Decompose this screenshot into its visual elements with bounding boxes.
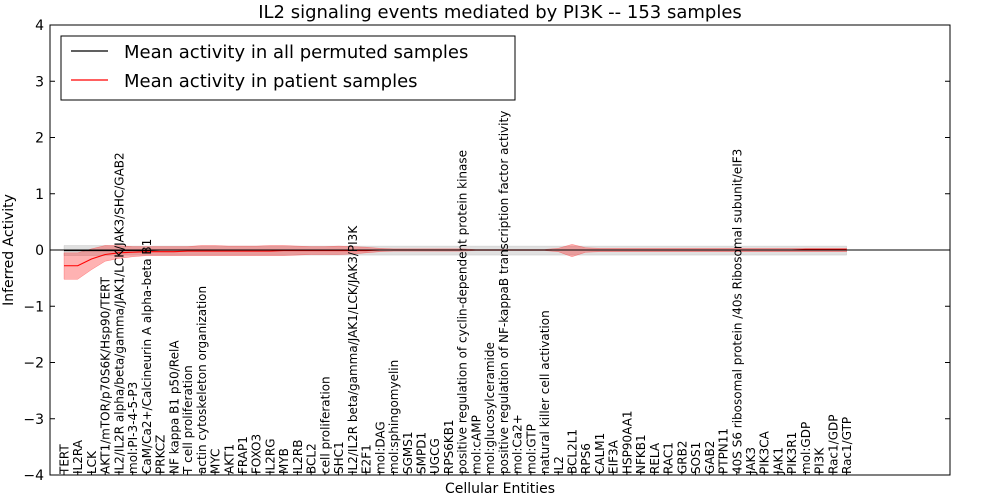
x-tick-label: PI3K	[813, 447, 827, 474]
legend: Mean activity in all permuted samples Me…	[60, 35, 516, 101]
x-tick-label: SOS1	[689, 442, 703, 474]
x-tick-label: Rac1/GDP	[826, 415, 840, 474]
permuted-band	[63, 245, 847, 256]
x-tick-label: AKT1	[222, 444, 236, 474]
x-tick-label: PIK3CA	[758, 430, 772, 474]
legend-label-patient: Mean activity in patient samples	[124, 71, 418, 92]
x-tick-label: natural killer cell activation	[538, 310, 552, 474]
x-tick-label: EIF3A	[607, 439, 621, 474]
x-tick-label: LCK	[85, 450, 99, 474]
x-tick-label: Rac1/GTP	[840, 417, 854, 474]
x-tick-label: IL2RB	[291, 440, 305, 474]
x-tick-label: SMPD1	[414, 432, 428, 474]
y-tick-label: 2	[35, 131, 44, 147]
x-tick-label: GRB2	[675, 440, 689, 474]
x-tick-label: CaM/Ca2+/Calcineurin A alpha-beta B1	[140, 239, 154, 474]
x-tick-label: NF kappa B1 p50/RelA	[167, 340, 181, 474]
x-tick-label: mol:GDP	[799, 422, 813, 474]
x-tick-label: mol:cAMP	[469, 415, 483, 474]
x-tick-label: mol:DAG	[373, 421, 387, 474]
x-tick-label: SHC1	[332, 441, 346, 474]
x-tick-label: RPS6KB1	[442, 419, 456, 474]
x-tick-label: IL2RA	[71, 439, 85, 474]
legend-frame	[60, 35, 516, 101]
x-tick-label: IL2/IL2R alpha/beta/gamma/JAK1/LCK/JAK3/…	[112, 152, 126, 474]
x-tick-label: actin cytoskeleton organization	[195, 286, 209, 474]
x-tick-label: BCL2	[305, 443, 319, 474]
x-tick-label: RPS6	[579, 443, 593, 474]
y-tick-label: −3	[23, 412, 44, 428]
y-tick-label: 1	[35, 187, 44, 203]
x-tick-label: BCL2L1	[566, 429, 580, 474]
x-tick-label: T cell proliferation	[181, 365, 195, 475]
x-tick-label: positive regulation of cyclin-dependent …	[456, 150, 470, 474]
x-tick-label: JAK1	[771, 447, 785, 475]
x-tick-label: MYB	[277, 448, 291, 474]
x-tick-label: GAB2	[703, 441, 717, 474]
x-tick-label: TERT	[58, 444, 72, 475]
x-tick-label: mol:PI-3-4-5-P3	[126, 382, 140, 474]
x-tick-label: RAC1	[662, 442, 676, 474]
x-tick-label: 40S S6 ribosomal protein /40s Ribosomal …	[730, 149, 744, 474]
y-tick-label: 0	[35, 243, 44, 259]
x-tick-label: JAK3	[744, 447, 758, 475]
x-tick-label: CALM1	[593, 433, 607, 474]
x-tick-label: UGCG	[428, 438, 442, 474]
x-tick-label: IL2	[552, 456, 566, 474]
permuted-line	[64, 249, 847, 252]
x-tick-label: RELA	[648, 442, 662, 474]
legend-label-permuted: Mean activity in all permuted samples	[124, 42, 468, 63]
x-tick-label: mol:Ca2+	[511, 414, 525, 474]
x-tick-label: PRKCZ	[154, 435, 168, 474]
x-axis-label: Cellular Entities	[445, 481, 555, 497]
x-tick-label: AKT1/mTOR/p70S6K/Hsp90/TERT	[99, 276, 113, 474]
x-tick-label: PIK3R1	[785, 432, 799, 474]
x-tick-label: mol:GTP	[524, 424, 538, 474]
x-tick-label: positive regulation of NF-kappaB transcr…	[497, 111, 511, 474]
y-tick-label: −4	[23, 468, 44, 484]
x-tick-label: IL2RG	[263, 439, 277, 475]
x-tick-label: E2F1	[360, 444, 374, 474]
chart-title: IL2 signaling events mediated by PI3K --…	[258, 2, 742, 23]
patient-band	[63, 244, 847, 280]
y-tick-label: 4	[35, 18, 44, 34]
y-tick-label: 3	[35, 74, 44, 90]
y-tick-label: −1	[23, 299, 44, 315]
x-tick-label: cell proliferation	[318, 376, 332, 474]
x-tick-label: FRAP1	[236, 436, 250, 474]
x-tick-label: MYC	[209, 449, 223, 474]
x-tick-label: mol:glucosylceramide	[483, 342, 497, 474]
x-tick-label: SGMS1	[401, 431, 415, 474]
x-tick-label: PTPN11	[717, 428, 731, 474]
y-tick-label: −2	[23, 356, 44, 372]
y-axis-label: Inferred Activity	[1, 194, 17, 306]
x-tick-label: NFKB1	[634, 434, 648, 474]
x-tick-label: mol:sphingomyelin	[387, 360, 401, 474]
x-tick-label: IL2/IL2R beta/gamma/JAK1/LCK/JAK3/PI3K	[346, 225, 360, 474]
x-tick-label: FOXO3	[250, 434, 264, 474]
x-tick-label: HSP90AA1	[620, 410, 634, 474]
